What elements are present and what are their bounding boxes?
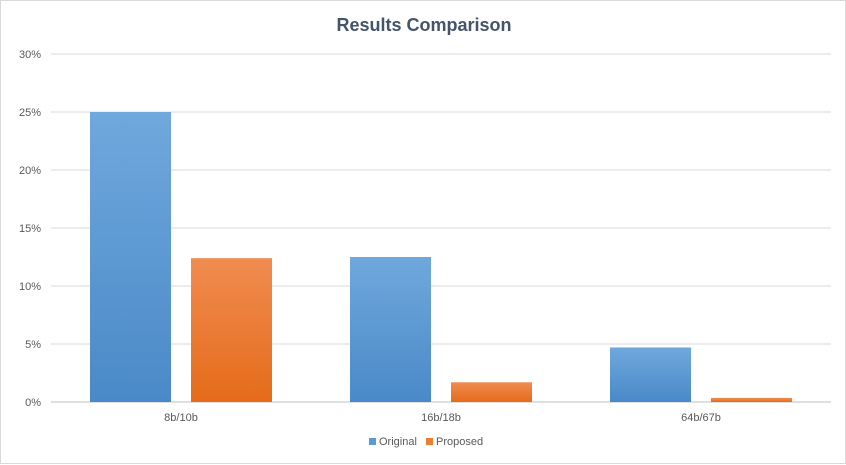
bar-original-1 (350, 257, 431, 402)
legend: Original Proposed (369, 436, 483, 448)
y-tick-label: 25% (19, 107, 41, 119)
bar-original-0 (90, 112, 171, 402)
bars (90, 112, 792, 402)
legend-swatch-proposed (426, 438, 433, 445)
bar-original-2 (610, 347, 691, 402)
y-axis-ticks: 0% 5% 10% 15% 20% 25% 30% (19, 49, 41, 409)
bar-proposed-1 (451, 382, 532, 402)
legend-swatch-original (369, 438, 376, 445)
y-tick-label: 15% (19, 223, 41, 235)
x-axis-ticks: 8b/10b 16b/18b 64b/67b (164, 412, 721, 424)
gridlines (51, 53, 831, 403)
legend-label-proposed: Proposed (436, 436, 483, 448)
bar-proposed-0 (191, 258, 272, 402)
x-tick-label: 16b/18b (421, 412, 461, 424)
x-tick-label: 64b/67b (681, 412, 721, 424)
chart-title: Results Comparison (336, 15, 511, 35)
x-tick-label: 8b/10b (164, 412, 198, 424)
y-tick-label: 20% (19, 165, 41, 177)
bar-proposed-2 (711, 397, 792, 402)
y-tick-label: 30% (19, 49, 41, 61)
y-tick-label: 0% (25, 397, 41, 409)
y-tick-label: 10% (19, 281, 41, 293)
legend-label-original: Original (379, 436, 417, 448)
y-tick-label: 5% (25, 339, 41, 351)
